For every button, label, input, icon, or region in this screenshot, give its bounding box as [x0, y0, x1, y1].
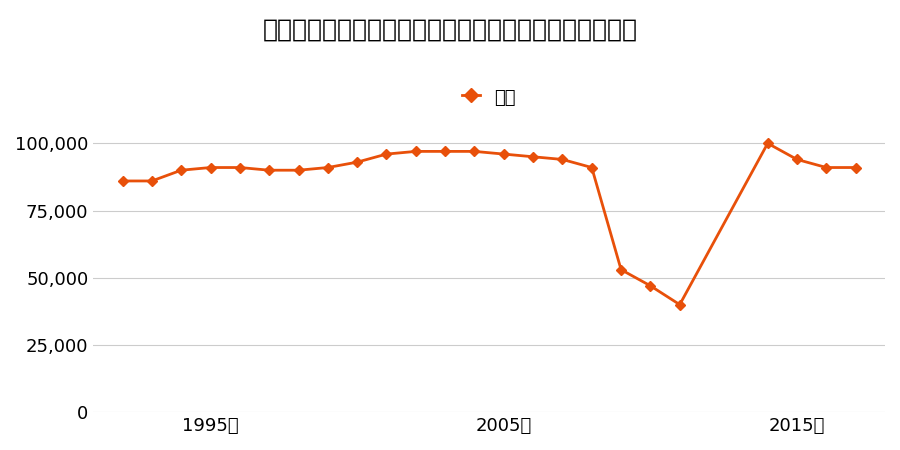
価格	[469, 148, 480, 154]
価格	[293, 167, 304, 173]
Line: 価格: 価格	[119, 140, 860, 308]
Text: 高知県高知市上本宮町字西川原２３７番３３の地価推移: 高知県高知市上本宮町字西川原２３７番３３の地価推移	[263, 18, 637, 42]
Legend: 価格: 価格	[454, 81, 523, 114]
価格	[147, 178, 158, 184]
価格	[264, 167, 274, 173]
価格	[322, 165, 333, 170]
価格	[117, 178, 128, 184]
価格	[381, 151, 392, 157]
価格	[616, 267, 626, 272]
価格	[674, 302, 685, 307]
価格	[352, 159, 363, 165]
価格	[176, 167, 186, 173]
価格	[821, 165, 832, 170]
価格	[645, 283, 656, 288]
価格	[792, 157, 803, 162]
価格	[499, 151, 509, 157]
価格	[850, 165, 861, 170]
価格	[235, 165, 246, 170]
価格	[440, 148, 451, 154]
価格	[762, 141, 773, 146]
価格	[410, 148, 421, 154]
価格	[587, 165, 598, 170]
価格	[205, 165, 216, 170]
価格	[527, 154, 538, 159]
価格	[557, 157, 568, 162]
